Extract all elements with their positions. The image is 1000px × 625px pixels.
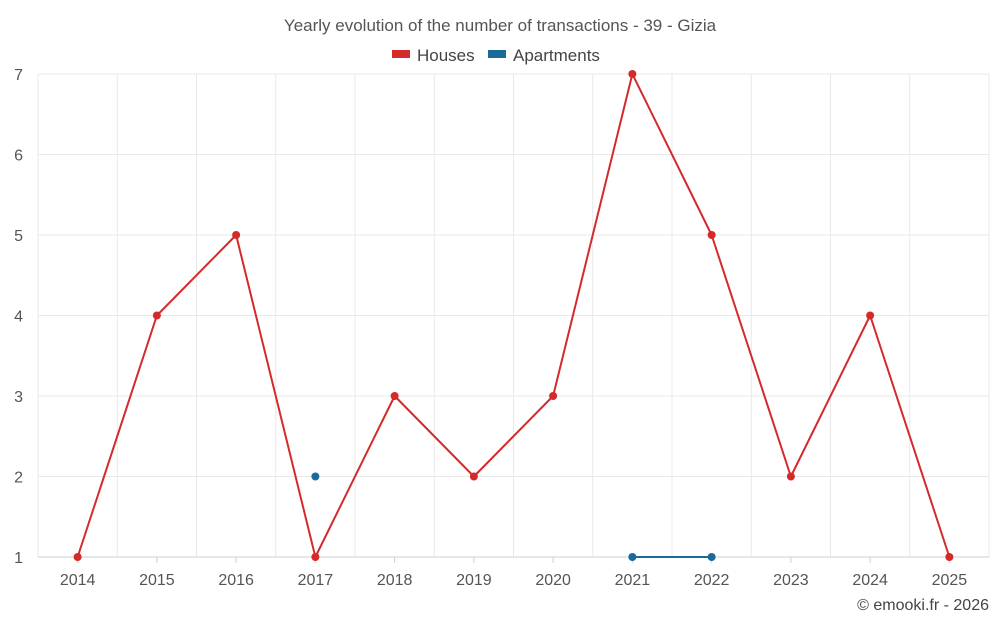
credit-text: © emooki.fr - 2026 [857,597,989,614]
data-point-houses[interactable] [232,231,241,239]
grid [37,73,990,557]
data-point-houses[interactable] [152,311,161,320]
data-point-houses[interactable] [786,472,795,481]
y-tick-label: 6 [14,148,23,165]
x-tick-label: 2017 [298,572,334,589]
data-point-apartments[interactable] [628,553,637,561]
data-point-houses[interactable] [866,311,875,320]
x-tick-label: 2023 [773,572,809,589]
chart-title: Yearly evolution of the number of transa… [284,16,717,35]
y-tick-label: 3 [14,389,23,406]
x-tick-label: 2016 [218,572,254,589]
y-tick-label: 7 [14,67,23,84]
data-point-apartments[interactable] [311,472,320,481]
legend: Houses Apartments [392,46,600,65]
series-apartments [311,472,716,561]
y-tick-label: 5 [14,228,23,245]
x-tick-label: 2019 [456,572,492,589]
data-point-houses[interactable] [469,472,478,481]
x-tick-label: 2018 [377,572,413,589]
legend-label-houses[interactable]: Houses [417,46,475,65]
data-point-houses[interactable] [73,553,82,561]
x-tick-label: 2014 [60,572,96,589]
x-tick-label: 2022 [694,572,730,589]
legend-swatch-houses [392,50,410,58]
data-point-houses[interactable] [628,70,637,78]
legend-swatch-apartments [488,50,506,58]
x-tick-label: 2025 [932,572,968,589]
y-axis: 1 2 3 4 5 6 7 [14,67,23,567]
legend-label-apartments[interactable]: Apartments [513,46,600,65]
plot-area [73,70,954,561]
y-tick-label: 2 [14,470,23,487]
data-point-houses[interactable] [390,392,399,400]
data-point-houses[interactable] [311,553,320,561]
x-tick-label: 2024 [852,572,888,589]
data-point-houses[interactable] [945,553,954,561]
x-tick-label: 2020 [535,572,571,589]
x-tick-label: 2015 [139,572,175,589]
y-tick-label: 4 [14,309,23,326]
series-line-houses [76,73,951,558]
data-point-apartments[interactable] [707,553,716,561]
y-tick-label: 1 [14,550,23,567]
series-houses [73,70,954,561]
data-point-houses[interactable] [549,392,558,400]
data-point-houses[interactable] [707,231,716,239]
x-tick-label: 2021 [615,572,651,589]
x-axis: 2014 2015 2016 2017 2018 2019 2020 2021 2022 2023… [38,556,989,589]
